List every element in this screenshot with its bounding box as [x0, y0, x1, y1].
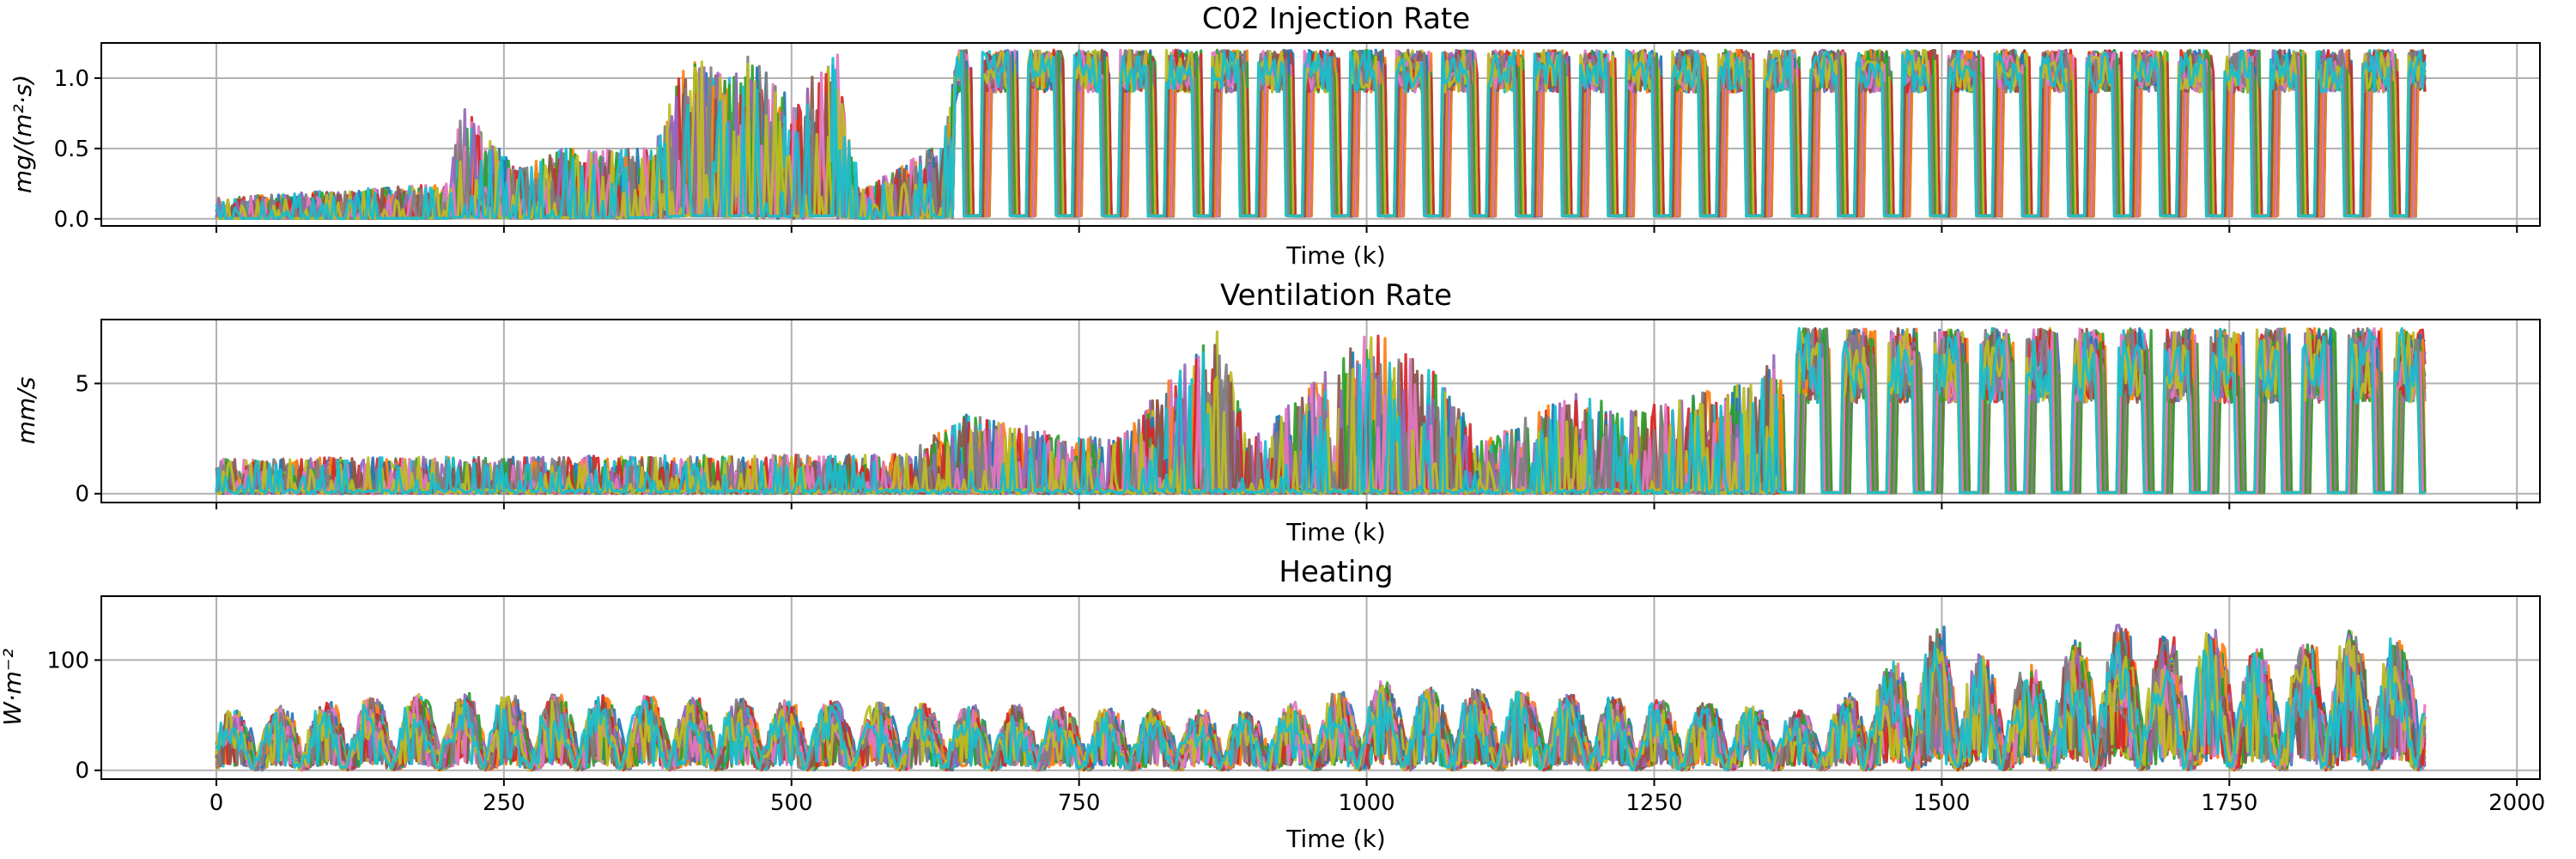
ventilation-axes-frame	[100, 319, 2541, 503]
heating-xtick-label: 2000	[2488, 790, 2545, 816]
co2-injection-panel: C02 Injection Rate 0.0 0.5 1.0 Time (k) mg…	[9, 2, 2541, 270]
ventilation-ytick-label: 5	[75, 371, 89, 397]
heating-panel: Heating 0 250 500 750 1000 1250 1500 1750 2000 0 1…	[0, 555, 2545, 853]
co2-injection-series-line	[216, 48, 2427, 221]
co2-injection-title: C02 Injection Rate	[1202, 2, 1470, 36]
heating-xtick-label: 500	[770, 790, 813, 816]
heating-xtick-label: 1250	[1625, 790, 1682, 816]
heating-ticks: 0 250 500 750 1000 1250 1500 1750 2000 0 100	[46, 648, 2545, 816]
heating-series	[215, 624, 2427, 772]
heating-xtick-label: 1750	[2201, 790, 2257, 816]
co2-injection-ytick-label: 1.0	[54, 66, 89, 92]
ventilation-series-line	[215, 326, 2425, 496]
co2-injection-ytick-label: 0.5	[54, 137, 89, 162]
ventilation-ylabel: mm/s	[12, 377, 40, 445]
ventilation-title: Ventilation Rate	[1220, 278, 1452, 313]
ventilation-panel: Ventilation Rate 05 Time (k) mm/s	[12, 278, 2541, 546]
ventilation-ticks: 05	[75, 371, 2518, 509]
co2-injection-ylabel: mg/(m²·s)	[9, 75, 37, 193]
heating-xtick-label: 250	[483, 790, 526, 816]
heating-ylabel: W·m⁻²	[0, 649, 27, 726]
co2-injection-axes-frame	[100, 42, 2541, 227]
co2-injection-series	[215, 48, 2427, 221]
co2-injection-series-line	[215, 48, 2427, 221]
ventilation-xlabel: Time (k)	[1285, 518, 1386, 546]
heating-xtick-label: 0	[210, 790, 224, 816]
heating-ytick-label: 100	[46, 648, 89, 673]
heating-ytick-label: 0	[75, 758, 89, 784]
heating-xtick-label: 1000	[1338, 790, 1394, 816]
heating-xtick-label: 1500	[1913, 790, 1970, 816]
co2-injection-ytick-label: 0.0	[54, 207, 89, 233]
co2-injection-ticks: 0.0 0.5 1.0	[54, 66, 2518, 233]
co2-injection-xlabel: Time (k)	[1285, 241, 1386, 270]
ventilation-series	[215, 326, 2427, 496]
heating-xlabel: Time (k)	[1285, 825, 1386, 853]
heating-series-line	[215, 637, 2427, 771]
heating-title: Heating	[1279, 555, 1393, 589]
ventilation-ytick-label: 0	[75, 482, 89, 508]
heating-xtick-label: 750	[1058, 790, 1101, 816]
heating-axes-frame	[100, 595, 2541, 780]
